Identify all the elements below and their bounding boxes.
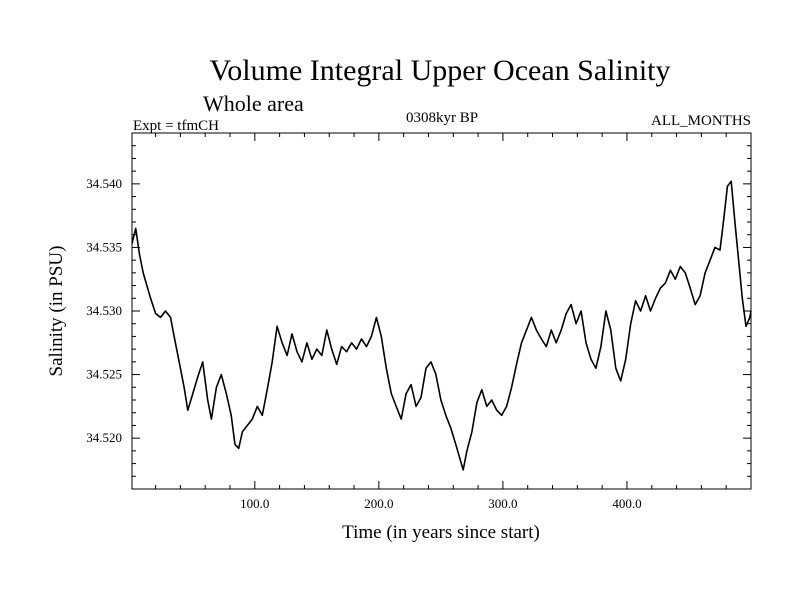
x-tick-label: 400.0 <box>612 496 641 511</box>
x-axis-label: Time (in years since start) <box>342 522 540 543</box>
plot-frame <box>131 132 752 490</box>
y-tick-label: 34.525 <box>86 367 122 382</box>
series-layer <box>131 180 752 471</box>
period-label: 0308kyr BP <box>406 110 478 126</box>
x-axis: 100.0 200.0 300.0 400.0 <box>155 133 752 511</box>
y-axis: 34.520 34.525 34.530 34.535 34.540 <box>86 145 751 490</box>
y-axis-label: Salinity (in PSU) <box>46 246 67 377</box>
y-tick-label: 34.535 <box>86 239 122 254</box>
x-tick-label: 100.0 <box>240 496 269 511</box>
chart-subtitle: Whole area <box>203 91 304 116</box>
y-tick-label: 34.540 <box>86 176 122 191</box>
chart-title: Volume Integral Upper Ocean Salinity <box>210 54 671 87</box>
y-tick-label: 34.530 <box>86 303 122 318</box>
experiment-label: Expt = tfmCH <box>133 118 219 134</box>
y-tick-label: 34.520 <box>86 430 122 445</box>
x-tick-label: 200.0 <box>364 496 393 511</box>
x-tick-label: 300.0 <box>488 496 517 511</box>
months-label: ALL_MONTHS <box>651 113 751 129</box>
salinity-series-line <box>131 180 752 471</box>
